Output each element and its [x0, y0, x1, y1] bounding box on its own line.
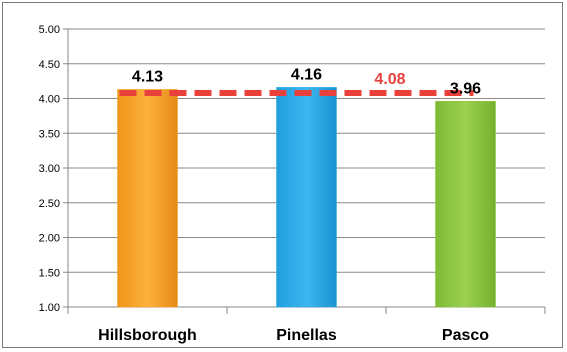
y-tick-label: 4.00 — [39, 94, 60, 106]
bar-hillsborough — [117, 89, 178, 308]
data-label: 4.13 — [132, 68, 163, 85]
x-tick-label: Pasco — [442, 327, 489, 344]
x-tick-labels: Hillsborough Pinellas Pasco — [98, 327, 489, 344]
bar-pasco — [435, 101, 496, 308]
y-tick-label: 4.50 — [39, 59, 60, 71]
x-tick-label: Hillsborough — [98, 327, 197, 344]
average-line: 4.08 — [119, 71, 474, 96]
bar-pinellas — [276, 87, 337, 308]
y-tick-labels: 1.00 1.50 2.00 2.50 3.00 3.50 4.00 4.50 5.00 — [39, 24, 60, 314]
average-label: 4.08 — [374, 71, 405, 88]
data-labels: 4.13 4.16 3.96 — [132, 66, 481, 97]
y-tick-label: 2.50 — [39, 198, 60, 210]
y-tick-label: 5.00 — [39, 24, 60, 36]
y-tick-label: 1.00 — [39, 302, 60, 314]
y-tick-label: 1.50 — [39, 267, 60, 279]
x-tick-label: Pinellas — [276, 327, 337, 344]
data-label: 3.96 — [450, 80, 481, 97]
y-tick-label: 3.00 — [39, 163, 60, 175]
bars — [117, 87, 496, 308]
y-tick-label: 3.50 — [39, 128, 60, 140]
data-label: 4.16 — [291, 66, 322, 83]
y-tick-label: 2.00 — [39, 233, 60, 245]
